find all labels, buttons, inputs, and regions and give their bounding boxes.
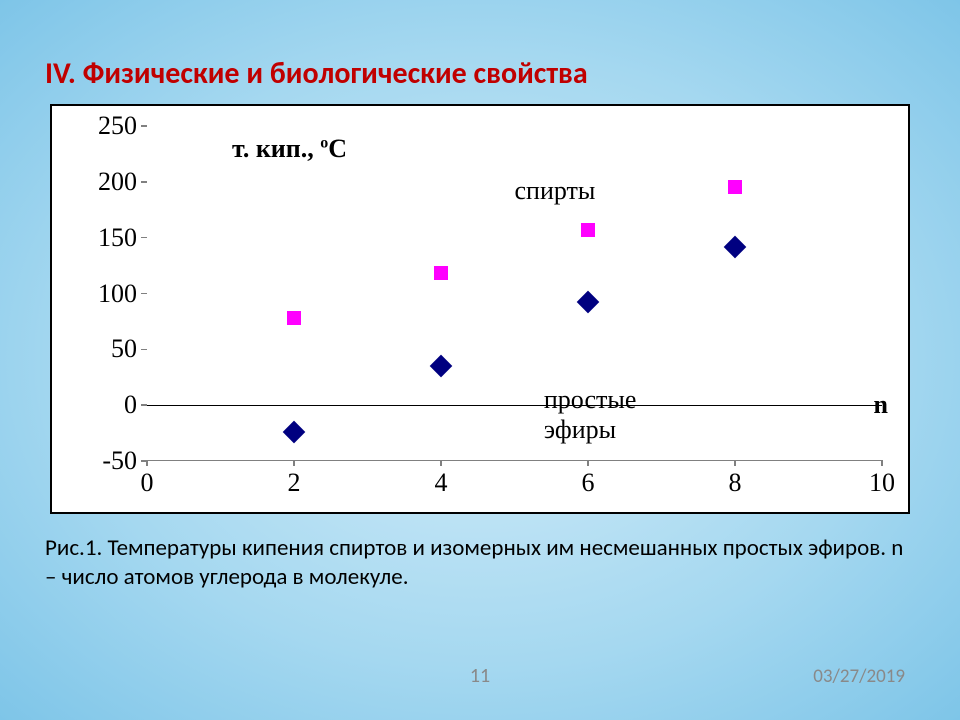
marker-спирты xyxy=(287,311,301,325)
x-tick-mark xyxy=(587,460,589,466)
marker-спирты xyxy=(581,223,595,237)
x-axis-title: n xyxy=(874,390,888,420)
x-tick-label: 2 xyxy=(288,468,301,498)
x-tick-mark xyxy=(293,460,295,466)
x-tick-label: 8 xyxy=(729,468,742,498)
y-tick-label: 0 xyxy=(77,390,137,420)
y-tick-mark xyxy=(141,349,147,351)
gridline xyxy=(147,405,882,406)
y-tick-label: 200 xyxy=(77,167,137,197)
x-tick-label: 4 xyxy=(435,468,448,498)
x-tick-label: 10 xyxy=(869,468,895,498)
y-axis-title: т. кип., оС xyxy=(232,134,347,164)
marker-простые-эфиры xyxy=(430,355,453,378)
y-tick-label: -50 xyxy=(77,446,137,476)
slide-title: IV. Физические и биологические свойства xyxy=(45,55,915,92)
y-tick-mark xyxy=(141,125,147,127)
marker-простые-эфиры xyxy=(283,421,306,444)
page-number: 11 xyxy=(470,664,490,688)
marker-спирты xyxy=(434,266,448,280)
series-label: простые эфиры xyxy=(544,385,636,445)
x-tick-mark xyxy=(881,460,883,466)
x-tick-mark xyxy=(440,460,442,466)
y-tick-label: 100 xyxy=(77,279,137,309)
y-tick-mark xyxy=(141,293,147,295)
y-tick-mark xyxy=(141,181,147,183)
y-tick-mark xyxy=(141,237,147,239)
x-tick-mark xyxy=(146,460,148,466)
y-tick-label: 250 xyxy=(77,111,137,141)
plot-area: -500501001502002500246810спиртыпростые э… xyxy=(147,126,882,461)
marker-простые-эфиры xyxy=(724,235,747,258)
date-stamp: 03/27/2019 xyxy=(813,665,905,688)
y-tick-label: 50 xyxy=(77,334,137,364)
marker-простые-эфиры xyxy=(577,291,600,314)
chart-container: -500501001502002500246810спиртыпростые э… xyxy=(50,104,910,514)
figure-caption: Рис.1. Температуры кипения спиртов и изо… xyxy=(45,534,915,592)
slide: IV. Физические и биологические свойства … xyxy=(0,0,960,720)
marker-спирты xyxy=(728,180,742,194)
series-label: спирты xyxy=(515,176,596,206)
x-tick-label: 0 xyxy=(141,468,154,498)
y-tick-label: 150 xyxy=(77,223,137,253)
x-tick-label: 6 xyxy=(582,468,595,498)
x-tick-mark xyxy=(734,460,736,466)
